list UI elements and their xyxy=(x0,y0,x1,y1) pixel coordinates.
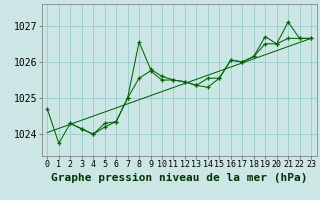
X-axis label: Graphe pression niveau de la mer (hPa): Graphe pression niveau de la mer (hPa) xyxy=(51,173,308,183)
